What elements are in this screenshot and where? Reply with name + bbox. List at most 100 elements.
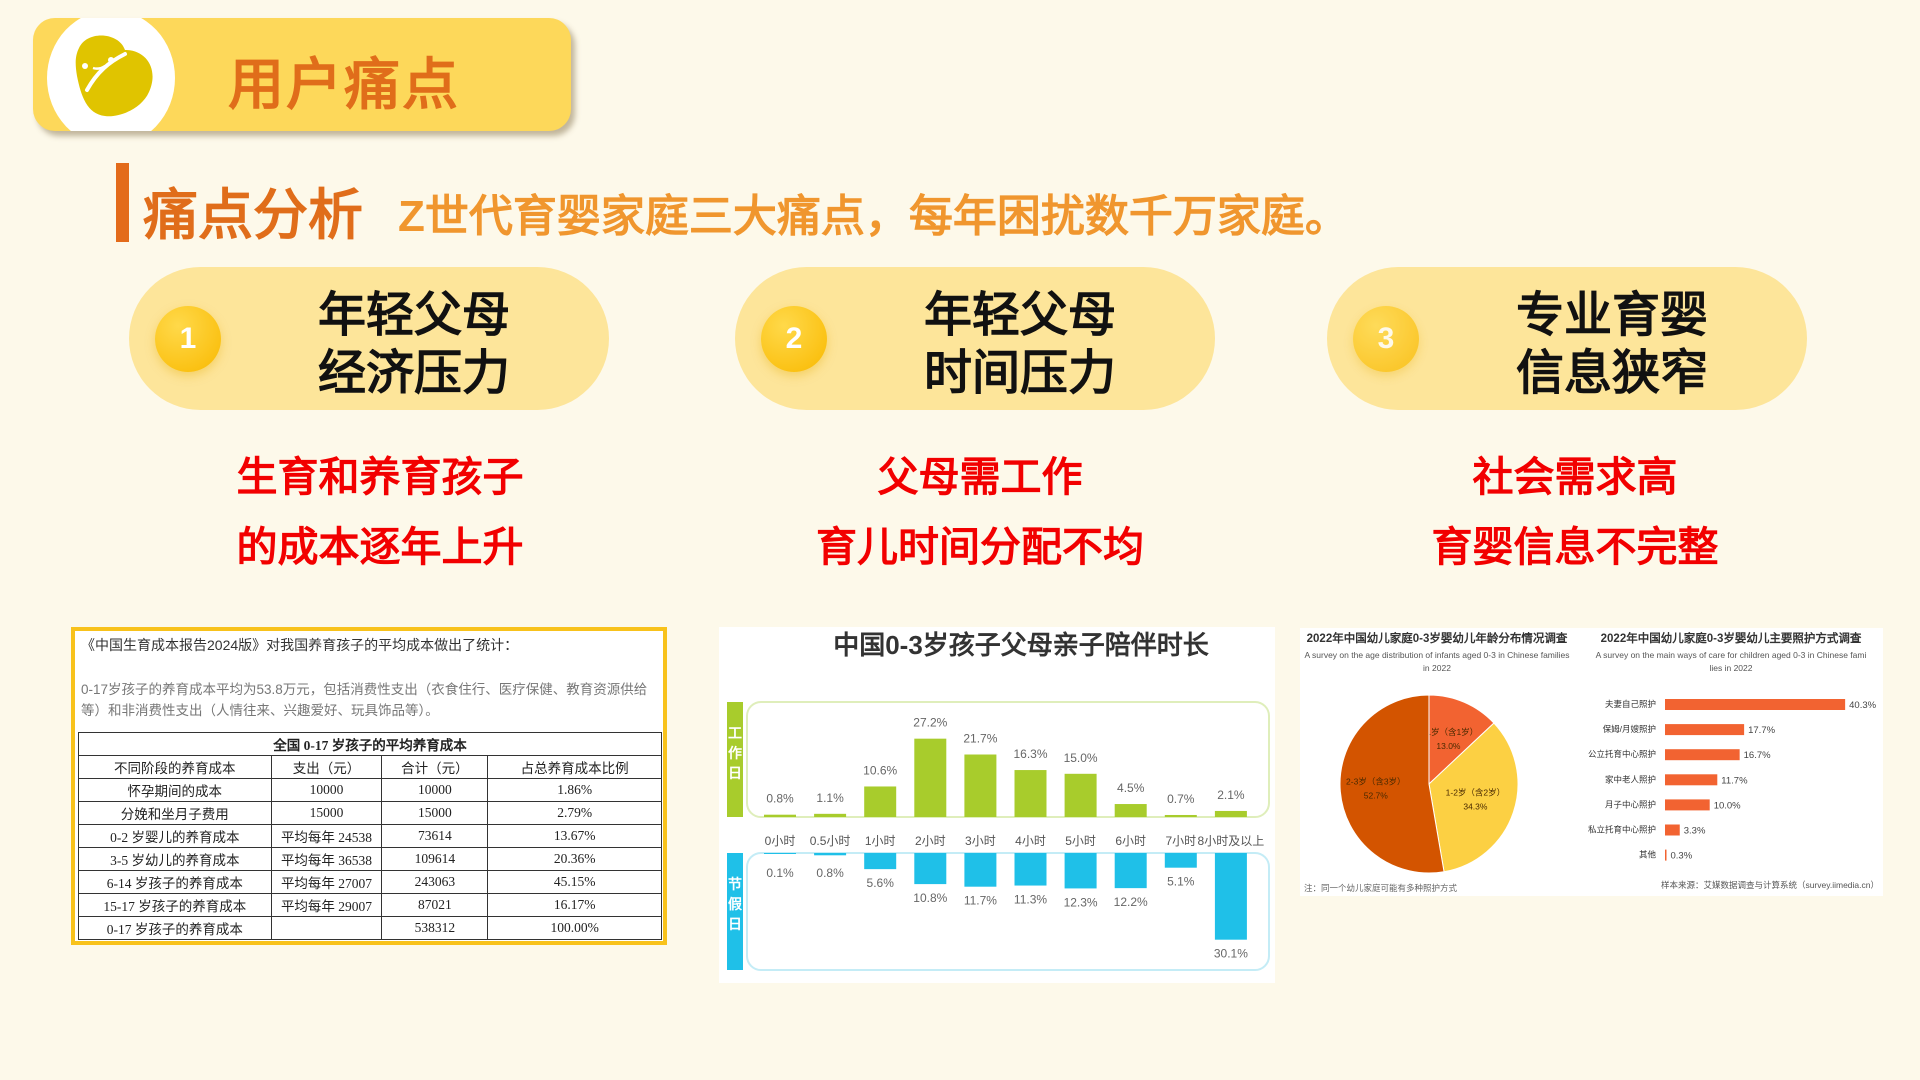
table-cell: 6-14 岁孩子的养育成本: [78, 870, 272, 894]
logo: [47, 18, 175, 131]
series-label: 假: [728, 896, 743, 912]
infant-survey-charts: 2022年中国幼儿家庭0-3岁婴幼儿年龄分布情况调查 0-1岁（含1岁） 13.0%…: [1300, 628, 1883, 896]
table-cell: 109614: [381, 847, 489, 871]
weekday-panel: [746, 701, 1270, 818]
data-label: 0.1%: [766, 866, 794, 880]
category-label: 2小时: [915, 834, 946, 848]
table-cell: [270, 916, 383, 940]
table-cell: 16.17%: [487, 893, 662, 917]
series-label: 日: [728, 765, 742, 781]
table-row: 怀孕期间的成本 10000 10000 1.86%: [78, 778, 662, 802]
series-label: 日: [728, 916, 742, 932]
category-label: 6小时: [1115, 834, 1146, 848]
series-label: 节: [728, 876, 742, 892]
table-row: 6-14 岁孩子的养育成本 平均每年 27007 243063 45.15%: [78, 870, 662, 894]
data-label: 11.3%: [1014, 893, 1047, 907]
number-badge: 2: [761, 306, 827, 372]
pain-point-title: 年轻父母 经济压力: [317, 289, 510, 400]
pie-title: 2022年中国幼儿家庭0-3岁婴幼儿年龄分布情况调查: [1307, 631, 1568, 645]
hbar-subtitle: A survey on the main ways of care for ch…: [1596, 650, 1867, 660]
category-label: 4小时: [1015, 834, 1046, 848]
chart-title: 中国0-3岁孩子父母亲子陪伴时长: [833, 630, 1210, 660]
accent-bar: [116, 163, 129, 242]
pain-point-title: 年轻父母 时间压力: [923, 289, 1116, 400]
series-label: 作: [728, 745, 742, 761]
table-cell: 0-17 岁孩子的养育成本: [78, 916, 272, 940]
table-cell: 538312: [381, 916, 489, 940]
table-cell: 平均每年 24538: [270, 824, 383, 848]
column-header: 不同阶段的养育成本: [78, 755, 272, 779]
table-cell: 243063: [381, 870, 489, 894]
table-row: 3-5 岁幼儿的养育成本 平均每年 36538 109614 20.36%: [78, 847, 662, 871]
slice-value: 52.7%: [1364, 791, 1389, 801]
bean-mascot-icon: [75, 35, 153, 117]
table-cell: 1.86%: [487, 778, 662, 802]
category-label: 夫妻自己照护: [1605, 699, 1656, 709]
table-cell: 45.15%: [487, 870, 662, 894]
page-title: 用户痛点: [228, 53, 460, 116]
pain-point-card-2: 2 年轻父母 时间压力: [735, 267, 1215, 410]
data-label: 0.3%: [1671, 851, 1693, 862]
table-cell: 2.79%: [487, 801, 662, 825]
table-cell: 平均每年 27007: [270, 870, 383, 894]
data-label: 11.7%: [1721, 775, 1748, 786]
data-label: 10.6%: [863, 763, 897, 777]
table-cell: 10000: [270, 778, 383, 802]
table-cell: 平均每年 36538: [270, 847, 383, 871]
category-label: 1小时: [865, 834, 896, 848]
table-cell: 3-5 岁幼儿的养育成本: [78, 847, 272, 871]
data-label: 10.0%: [1714, 800, 1741, 811]
pie-slice: [1339, 694, 1445, 874]
data-label: 40.3%: [1849, 700, 1876, 711]
header-banner: 用户痛点: [33, 18, 571, 131]
hbar: [1665, 824, 1680, 836]
table-cell: 20.36%: [487, 847, 662, 871]
holiday-bar: [764, 853, 796, 854]
category-label: 月子中心照护: [1605, 799, 1656, 809]
weekday-bar: [764, 814, 796, 817]
data-label: 16.3%: [1013, 747, 1047, 761]
data-label: 3.3%: [1684, 826, 1706, 837]
pie-slice: [1428, 722, 1519, 873]
report-note: 0-17岁孩子的养育成本平均为53.8万元，包括消费性支出（衣食住行、医疗保健、…: [81, 682, 648, 718]
holiday-bar: [1114, 853, 1147, 889]
series-label: 工: [728, 725, 742, 741]
data-label: 4.5%: [1117, 781, 1145, 795]
data-label: 5.1%: [1167, 875, 1195, 889]
data-label: 1.1%: [816, 791, 844, 805]
data-label: 27.2%: [913, 716, 947, 730]
table-cell: 73614: [381, 824, 489, 848]
slice-label: 0-1岁（含1岁）: [1419, 727, 1479, 737]
table-cell: 15000: [270, 801, 383, 825]
holiday-bar: [864, 853, 897, 870]
data-label: 21.7%: [963, 732, 997, 746]
cost-table: 全国 0-17 岁孩子的平均养育成本 不同阶段的养育成本 支出（元） 合计（元） 占总…: [78, 732, 662, 940]
hbar: [1665, 799, 1710, 811]
pain-point-card-1: 1 年轻父母 经济压力: [129, 267, 609, 410]
holiday-bar: [1164, 853, 1197, 868]
data-label: 5.6%: [867, 876, 895, 890]
hbar-title: 2022年中国幼儿家庭0-3岁婴幼儿主要照护方式调查: [1601, 631, 1862, 645]
data-label: 0.7%: [1167, 792, 1195, 806]
holiday-bar: [914, 853, 947, 885]
table-row: 15-17 岁孩子的养育成本 平均每年 29007 87021 16.17%: [78, 893, 662, 917]
table-cell: 怀孕期间的成本: [78, 778, 272, 802]
hbar-source: 样本来源：艾媒数据调查与计算系统（survey.iimedia.cn）: [1661, 880, 1879, 890]
table-cell: 100.00%: [487, 916, 662, 940]
table-cell: 0-2 岁婴儿的养育成本: [78, 824, 272, 848]
pie-slice: [1428, 694, 1495, 786]
category-label: 8小时及以上: [1198, 834, 1265, 848]
hbar-subtitle: lies in 2022: [1709, 663, 1752, 673]
table-cell: 15-17 岁孩子的养育成本: [78, 893, 272, 917]
cost-report-card: 《中国生育成本报告2024版》对我国养育孩子的平均成本做出了统计： 0-17岁孩…: [71, 627, 667, 945]
data-label: 10.8%: [913, 891, 947, 905]
table-cell: 87021: [381, 893, 489, 917]
category-label: 保姆/月嫂照护: [1603, 724, 1656, 734]
slice-label: 1-2岁（含2岁）: [1446, 788, 1506, 798]
hbar: [1665, 699, 1846, 710]
category-label: 0.5小时: [810, 834, 851, 848]
weekday-tag: [727, 702, 743, 817]
category-label: 家中老人照护: [1605, 774, 1656, 784]
data-label: 0.8%: [766, 792, 794, 806]
column-header: 占总养育成本比例: [487, 755, 662, 779]
